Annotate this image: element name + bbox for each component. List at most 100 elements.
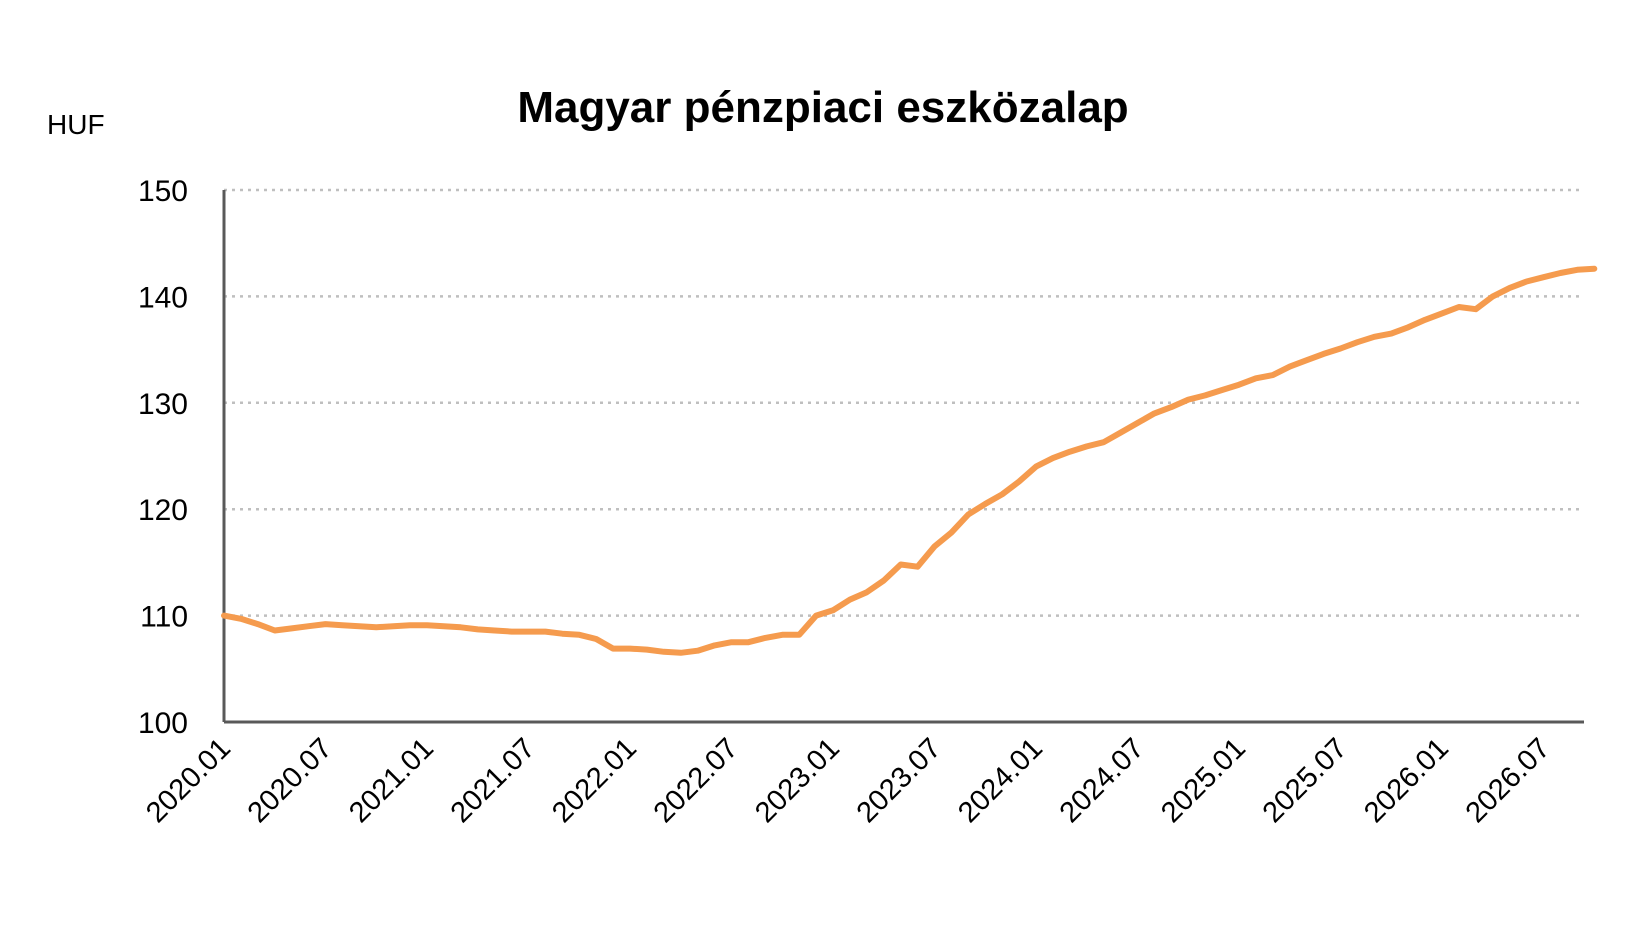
data-point (1270, 372, 1276, 378)
data-point (915, 564, 921, 570)
data-point (1185, 397, 1191, 403)
data-point (932, 543, 937, 549)
data-point (1456, 304, 1462, 310)
gridlines (224, 188, 1584, 617)
data-point (1304, 357, 1310, 363)
x-tick-label: 2022.01 (546, 732, 643, 829)
data-point (272, 628, 278, 633)
data-point (1574, 267, 1580, 273)
x-tick-label: 2020.07 (242, 732, 339, 829)
x-tick-label: 2021.07 (445, 732, 542, 829)
data-point (373, 624, 379, 630)
data-point (576, 632, 582, 638)
data-point (1168, 404, 1174, 410)
data-point (492, 628, 498, 633)
data-point (1287, 364, 1293, 370)
data-point (610, 646, 616, 652)
x-tick-label: 2026.01 (1358, 732, 1455, 829)
data-point (1151, 410, 1157, 416)
x-tick-label: 2023.01 (749, 732, 846, 829)
data-point (948, 530, 954, 536)
x-tick-label: 2024.01 (952, 732, 1049, 829)
data-point (1541, 274, 1546, 280)
data-point (661, 649, 667, 655)
data-point (830, 607, 836, 613)
data-point (255, 621, 261, 627)
data-point (424, 622, 430, 628)
data-point (847, 597, 853, 603)
data-point (779, 632, 785, 638)
data-point (475, 626, 481, 632)
chart-title: Magyar pénzpiaci eszközalap (517, 83, 1128, 132)
data-point (1354, 339, 1360, 345)
x-tick-label: 2022.07 (648, 732, 745, 829)
data-point (339, 622, 345, 628)
data-point (407, 622, 413, 628)
data-point (526, 629, 531, 635)
data-point (1321, 351, 1327, 357)
data-point (644, 647, 650, 653)
data-point (982, 501, 988, 507)
data-point (1135, 420, 1140, 426)
data-point (1338, 346, 1343, 351)
data-point (1405, 324, 1411, 330)
data-point (1236, 382, 1242, 388)
data-point (1591, 266, 1597, 272)
data-point (1253, 375, 1259, 381)
data-point (1050, 455, 1056, 461)
y-tick-label: 130 (138, 388, 188, 421)
data-point (1016, 479, 1022, 484)
x-tick-label: 2026.07 (1460, 732, 1557, 829)
data-point (238, 616, 244, 622)
x-tick-label: 2024.07 (1054, 732, 1151, 829)
x-tick-label: 2023.07 (851, 732, 948, 829)
x-tick-labels: 2020.01 2020.07 2021.01 2021.07 2022.01 2022.… (140, 732, 1556, 829)
data-point (762, 635, 768, 641)
data-point (1507, 285, 1513, 291)
data-point (695, 648, 701, 654)
data-point (898, 562, 904, 567)
data-point (1473, 306, 1479, 312)
x-tick-label: 2020.01 (140, 732, 237, 829)
data-point (813, 613, 819, 619)
data-point (1371, 334, 1377, 340)
series-points (221, 266, 1597, 656)
y-tick-label: 100 (138, 707, 188, 740)
data-point (1557, 270, 1563, 276)
data-point (1490, 293, 1496, 299)
y-tick-label: 120 (138, 494, 188, 527)
data-point (881, 578, 887, 583)
data-point (678, 650, 684, 656)
data-point (1388, 331, 1394, 337)
data-point (356, 623, 362, 629)
data-point (1524, 279, 1530, 284)
data-point (323, 621, 328, 627)
y-tick-label: 140 (138, 281, 188, 314)
series-line (221, 265, 1598, 656)
data-point (965, 512, 971, 517)
data-point (1202, 392, 1208, 398)
data-point (627, 646, 633, 652)
y-tick-label: 150 (138, 175, 188, 208)
data-point (593, 636, 599, 642)
data-point (745, 639, 751, 645)
y-tick-labels: 100 110 120 130 140 150 (138, 175, 188, 740)
y-axis-unit-label: HUF (47, 109, 105, 140)
y-tick-label: 110 (140, 601, 188, 634)
data-point (712, 642, 718, 648)
data-point (458, 624, 464, 630)
data-point (999, 491, 1005, 497)
data-point (1422, 317, 1428, 323)
data-point (1067, 449, 1073, 455)
data-point (306, 623, 312, 629)
data-point (1439, 310, 1445, 316)
data-point (1219, 387, 1225, 393)
data-point (289, 625, 295, 631)
data-point (864, 589, 870, 595)
data-point (390, 623, 396, 629)
data-point (1118, 430, 1124, 436)
data-point (441, 623, 447, 629)
data-point (729, 639, 734, 645)
data-point (1084, 443, 1090, 449)
